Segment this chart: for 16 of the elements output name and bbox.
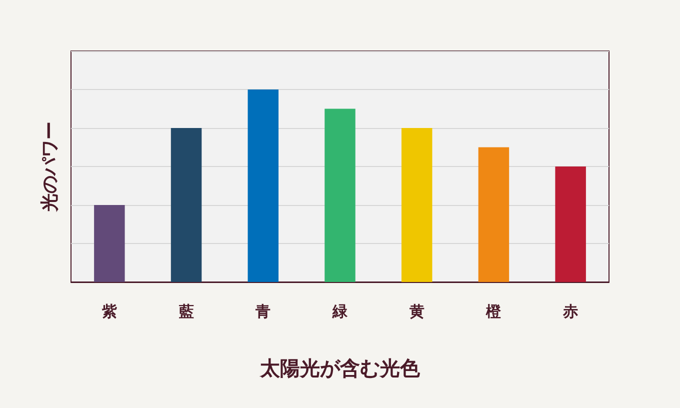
x-tick-label: 赤 [562,302,578,320]
bar [94,205,125,282]
x-tick-label: 橙 [485,302,502,320]
x-tick-label: 緑 [332,302,348,320]
x-tick-label: 黄 [408,302,424,320]
bar [248,90,279,282]
x-tick-label: 紫 [100,302,117,320]
bar [401,128,432,282]
x-tick-label: 藍 [178,302,194,320]
y-axis-title: 光のパワー [40,122,60,212]
bar [478,147,510,282]
x-axis-title: 太陽光が含む光色 [259,356,421,380]
bar [324,108,356,282]
x-tick-label: 青 [254,302,271,320]
bar [170,128,202,282]
bar [555,166,586,282]
